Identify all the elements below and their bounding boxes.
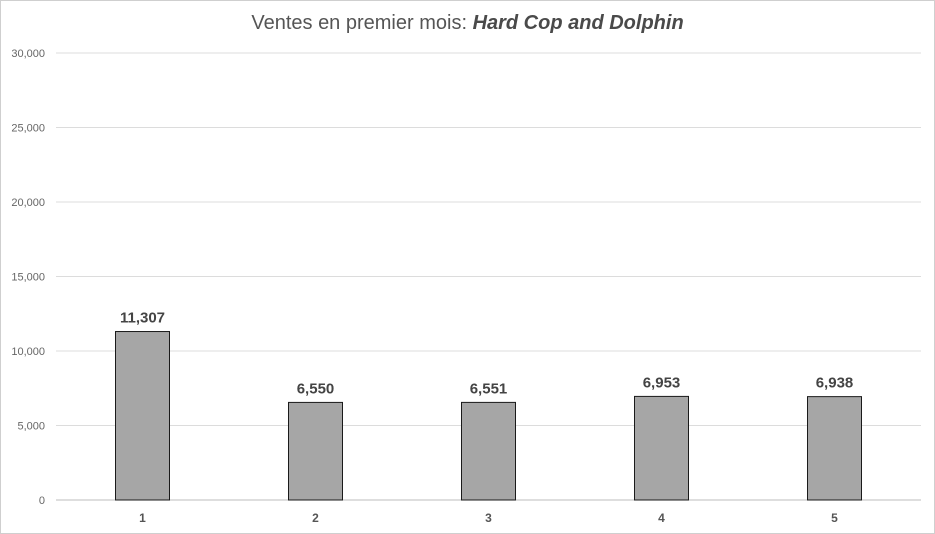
x-axis-ticks: 1 2 3 4 5 — [139, 511, 838, 525]
data-label-5: 6,938 — [816, 375, 854, 392]
y-tick-label: 10,000 — [11, 346, 45, 358]
bars — [115, 331, 862, 501]
y-tick-label: 25,000 — [11, 123, 45, 135]
x-tick-label: 3 — [485, 511, 492, 525]
bar-2 — [288, 401, 343, 501]
x-tick-label: 5 — [831, 511, 838, 525]
chart-title-prefix: Ventes en premier mois: — [251, 12, 473, 34]
data-label-3: 6,551 — [470, 380, 508, 397]
chart-title: Ventes en premier mois: Hard Cop and Dol… — [0, 12, 935, 35]
data-labels: 11,307 6,550 6,551 6,953 6,938 — [120, 310, 853, 398]
bar-5 — [807, 396, 862, 501]
x-tick-label: 2 — [312, 511, 319, 525]
bar-1 — [115, 331, 170, 501]
bar-4 — [634, 395, 689, 501]
data-label-4: 6,953 — [643, 374, 681, 391]
bar-3 — [461, 401, 516, 501]
data-label-2: 6,550 — [297, 380, 335, 397]
y-axis-ticks: 0 5,000 10,000 15,000 20,000 25,000 30,000 — [11, 48, 45, 507]
y-tick-label: 20,000 — [11, 197, 45, 209]
gridlines — [56, 52, 921, 501]
y-tick-label: 15,000 — [11, 272, 45, 284]
chart-title-name: Hard Cop and Dolphin — [472, 12, 684, 34]
x-tick-label: 4 — [658, 511, 665, 525]
x-tick-label: 1 — [139, 511, 146, 525]
y-tick-label: 0 — [39, 495, 45, 507]
data-label-1: 11,307 — [120, 310, 165, 327]
y-tick-label: 5,000 — [17, 421, 45, 433]
y-tick-label: 30,000 — [11, 48, 45, 60]
